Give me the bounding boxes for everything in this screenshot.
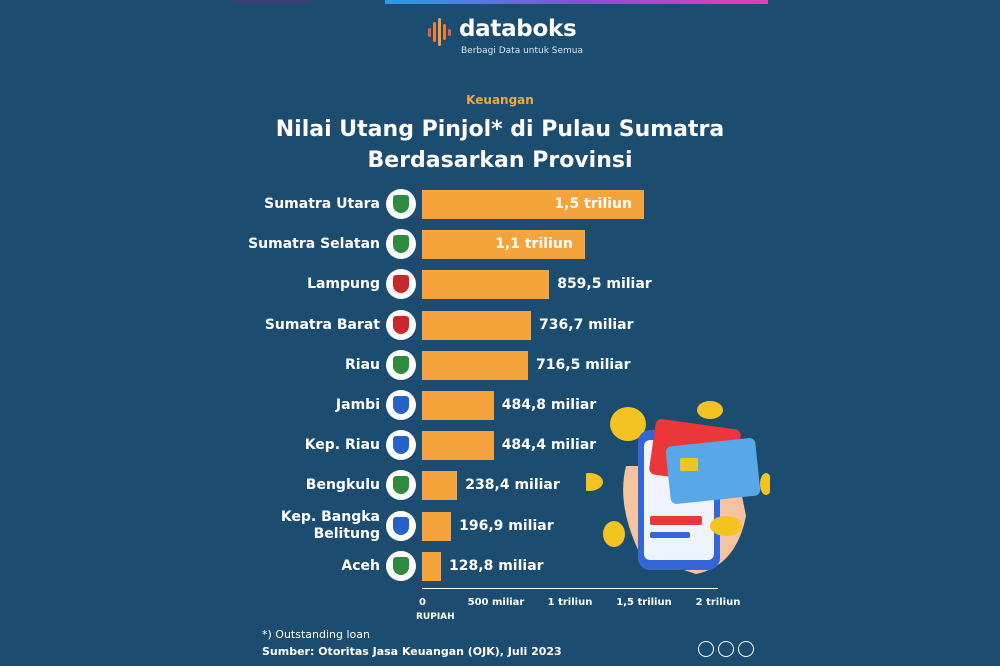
category-label-line: Lampung [307,276,380,293]
bar [422,391,494,420]
category-label-line: Kep. Riau [304,437,380,454]
data-label: 1,1 triliun [495,236,573,253]
data-label: 484,4 miliar [501,437,597,454]
chart-title: Nilai Utang Pinjol* di Pulau Sumatra Ber… [0,114,1000,176]
x-tick-label: 1 triliun [547,597,593,608]
x-axis-line [422,588,718,589]
emblem-shield [393,355,409,374]
data-label: 196,9 miliar [459,517,554,534]
category-label: Aceh [0,558,380,575]
screen-line [650,532,690,538]
emblem-shield [393,315,409,334]
bar [422,310,532,340]
province-emblem-icon [386,470,416,501]
emblem-shield [393,275,409,294]
category-label-line: Sumatra Selatan [248,236,380,253]
chart-title-line-1: Nilai Utang Pinjol* di Pulau Sumatra [275,117,725,142]
province-emblem-icon [386,510,416,541]
category-label: Sumatra Barat [0,317,380,334]
category-label: Bengkulu [0,477,380,494]
bar [422,431,494,461]
coin-icon [710,516,742,536]
data-label: 238,4 miliar [465,477,560,494]
category-label: Kep. Bangka Belitung [0,509,380,543]
emblem-shield [393,436,409,455]
databoks-logo-icon [428,18,451,46]
province-emblem-icon [386,269,416,300]
brand-name: databoks [459,16,577,42]
x-tick-label: 2 triliun [695,597,741,608]
data-label: 1,5 triliun [554,196,632,212]
category-label-line: Sumatra Utara [264,196,380,212]
category-label-line: Riau [345,356,380,373]
coin-icon [586,473,603,491]
category-label: Lampung [0,276,380,293]
category-label: Sumatra Utara [0,196,380,213]
creative-commons-icon [698,641,714,657]
phone-with-cards-illustration [586,401,770,574]
bar [422,350,529,380]
top-accent-bar-left [233,0,313,4]
coin-icon [697,401,723,419]
province-emblem-icon [386,189,416,219]
category-label: Riau [0,357,380,374]
bar [422,471,458,501]
bar [422,270,550,300]
province-emblem-icon [386,229,416,260]
province-emblem-icon [386,430,416,461]
emblem-shield [393,556,409,575]
x-tick-label: 0 [419,597,426,608]
data-label: 736,7 miliar [539,316,634,333]
top-accent-bar-right [385,0,768,4]
category-label-line: Bengkulu [305,477,380,494]
emblem-shield [393,476,409,495]
emblem-shield [393,235,409,254]
category-label: Jambi [0,397,380,414]
category-label-line: Sumatra Barat [264,316,380,333]
category-label-line: Belitung [313,526,380,543]
emblem-shield [393,396,409,414]
bar [422,190,644,219]
card-chip [680,458,698,471]
category-label-line: Kep. Bangka [280,509,380,526]
coin-icon [760,473,770,495]
province-emblem-icon [386,390,416,420]
bar [422,511,452,541]
brand-tagline: Berbagi Data untuk Semua [461,46,584,56]
chart-title-line-2: Berdasarkan Provinsi [367,148,633,173]
bar [422,230,585,260]
screen-line [650,516,702,525]
data-label: 484,8 miliar [501,397,597,413]
category-label: Sumatra Selatan [0,236,380,253]
category-label: Keuangan [466,93,534,107]
source-note: Sumber: Otoritas Jasa Keuangan (OJK), Ju… [262,645,562,658]
category-label-line: Aceh [341,557,380,574]
coin-icon [603,521,625,547]
province-emblem-icon [386,349,416,380]
data-label: 128,8 miliar [449,557,544,574]
data-label: 859,5 miliar [557,276,652,293]
x-tick-label: 500 miliar [467,597,525,608]
category-label-line: Jambi [335,397,380,413]
province-emblem-icon [386,550,416,581]
emblem-shield [393,195,409,213]
category-label: Kep. Riau [0,437,380,454]
footnote: *) Outstanding loan [262,628,370,641]
credit-card-icon [665,438,761,504]
x-axis-label: RUPIAH [416,612,455,622]
emblem-shield [393,516,409,535]
no-derivatives-icon [738,641,754,657]
data-label: 716,5 miliar [536,356,631,373]
coin-icon [610,407,646,441]
x-tick-label: 1,5 triliun [616,597,672,608]
province-emblem-icon [386,309,416,340]
attribution-icon [718,641,734,657]
bar [422,551,442,581]
